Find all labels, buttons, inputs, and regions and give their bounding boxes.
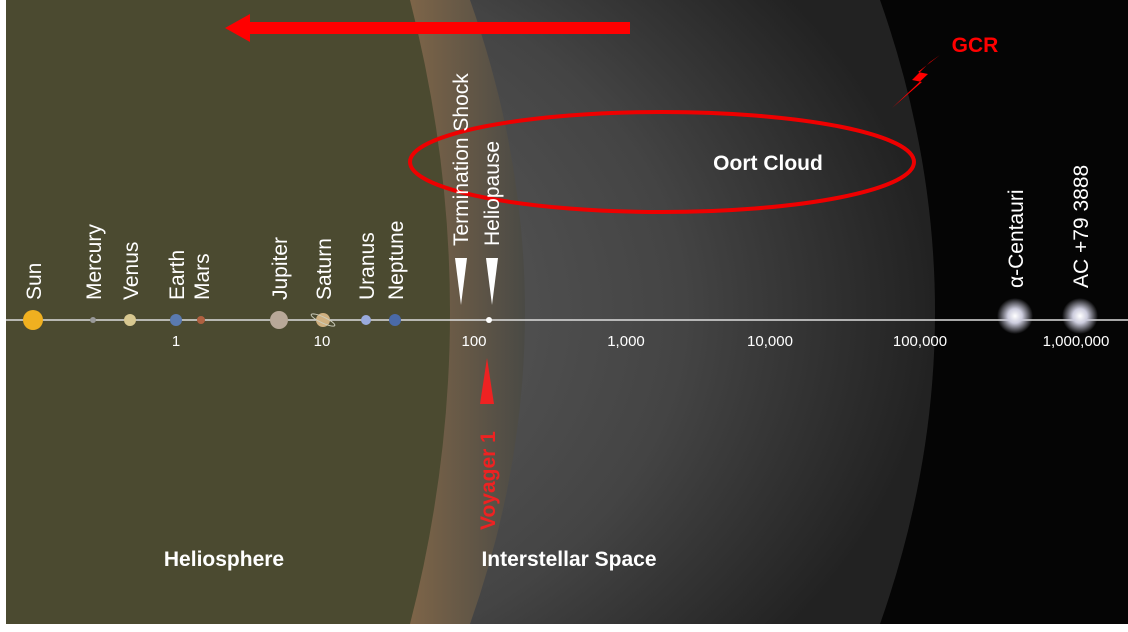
region-label: Heliosphere xyxy=(164,548,284,571)
voyager-probe xyxy=(486,317,492,323)
saturn-ring xyxy=(310,313,336,327)
voyager-label: Voyager 1 xyxy=(477,431,500,530)
scale-label: 10,000 xyxy=(747,333,793,350)
body-label: Sun xyxy=(23,263,46,300)
oort-ellipse xyxy=(408,110,916,214)
body-label: Jupiter xyxy=(269,237,292,300)
star-label: α-Centauri xyxy=(1005,189,1028,288)
body-label: Mercury xyxy=(83,224,106,300)
star xyxy=(997,298,1033,334)
heliopause-marker xyxy=(486,258,498,305)
red-arrow xyxy=(225,14,630,42)
body-label: Uranus xyxy=(356,232,379,300)
scale-label: 10 xyxy=(314,333,331,350)
heliosphere-region xyxy=(6,0,450,624)
planet xyxy=(361,315,371,325)
termination-marker xyxy=(455,258,467,305)
planet xyxy=(23,310,43,330)
star-label: AC +79 3888 xyxy=(1070,165,1093,288)
body-label: Venus xyxy=(120,242,143,300)
scale-label: 1 xyxy=(172,333,180,350)
body-label: Saturn xyxy=(313,238,336,300)
scale-label: 1,000,000 xyxy=(1043,333,1110,350)
planet xyxy=(197,316,205,324)
voyager-marker xyxy=(480,358,494,404)
planet xyxy=(389,314,401,326)
planet xyxy=(170,314,182,326)
planet xyxy=(316,313,330,327)
planet xyxy=(90,317,96,323)
oort-label: Oort Cloud xyxy=(713,152,823,175)
scale-label: 100,000 xyxy=(893,333,947,350)
body-label: Earth xyxy=(166,250,189,300)
star xyxy=(1062,298,1098,334)
region-label: Interstellar Space xyxy=(481,548,656,571)
boundary-label: Heliopause xyxy=(481,141,504,246)
planet xyxy=(124,314,136,326)
planet xyxy=(270,311,288,329)
scale-label: 100 xyxy=(461,333,486,350)
body-label: Neptune xyxy=(385,221,408,300)
body-label: Mars xyxy=(191,253,214,300)
boundary-label: Termination Shock xyxy=(450,73,473,246)
gcr-label: GCR xyxy=(952,34,999,57)
scale-label: 1,000 xyxy=(607,333,645,350)
